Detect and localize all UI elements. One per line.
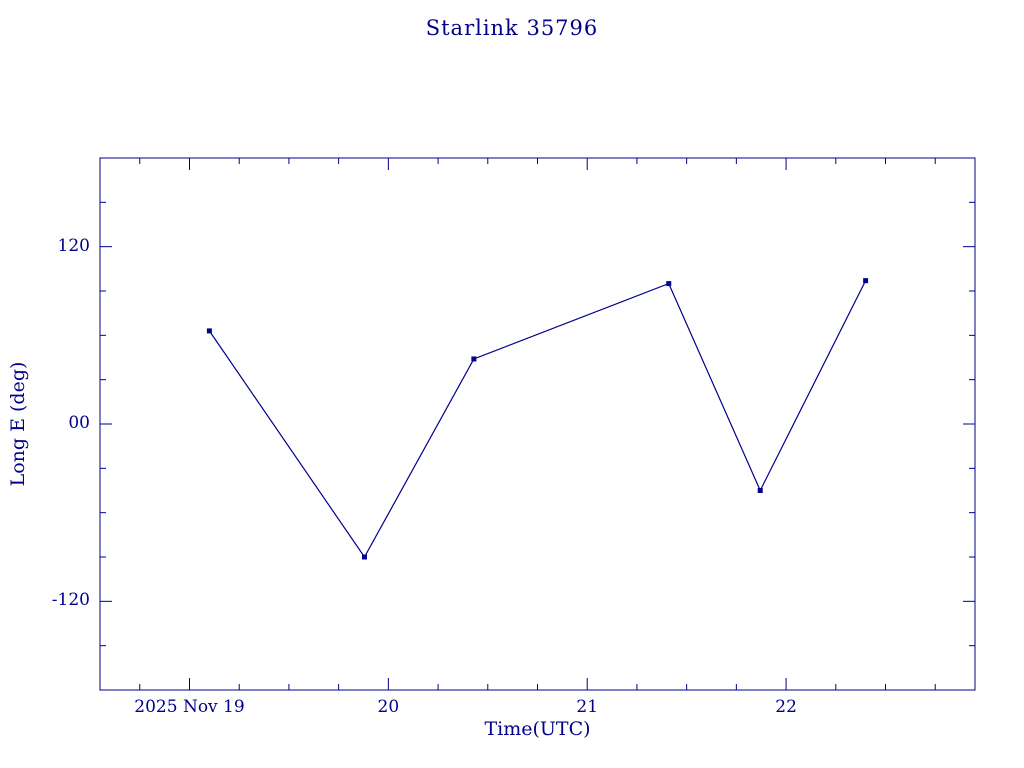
x-tick-label: 2025 Nov 19 [134,697,245,717]
data-point-marker [666,281,672,287]
data-point-marker [863,278,869,284]
y-tick-label: -120 [51,590,90,611]
data-point-marker [206,328,212,334]
chart-title: Starlink 35796 [425,16,599,40]
data-point-marker [757,488,763,493]
x-axis-label: Time(UTC) [484,718,591,740]
y-tick-label: 120 [57,235,90,256]
data-point-marker [361,554,367,560]
data-point-marker [471,356,477,362]
x-tick-label: 21 [576,697,599,717]
data-line [208,280,867,559]
plot-frame [99,157,976,691]
x-tick-label: 22 [775,697,797,717]
y-tick-label: 00 [68,413,90,433]
x-tick-label: 20 [377,697,400,717]
